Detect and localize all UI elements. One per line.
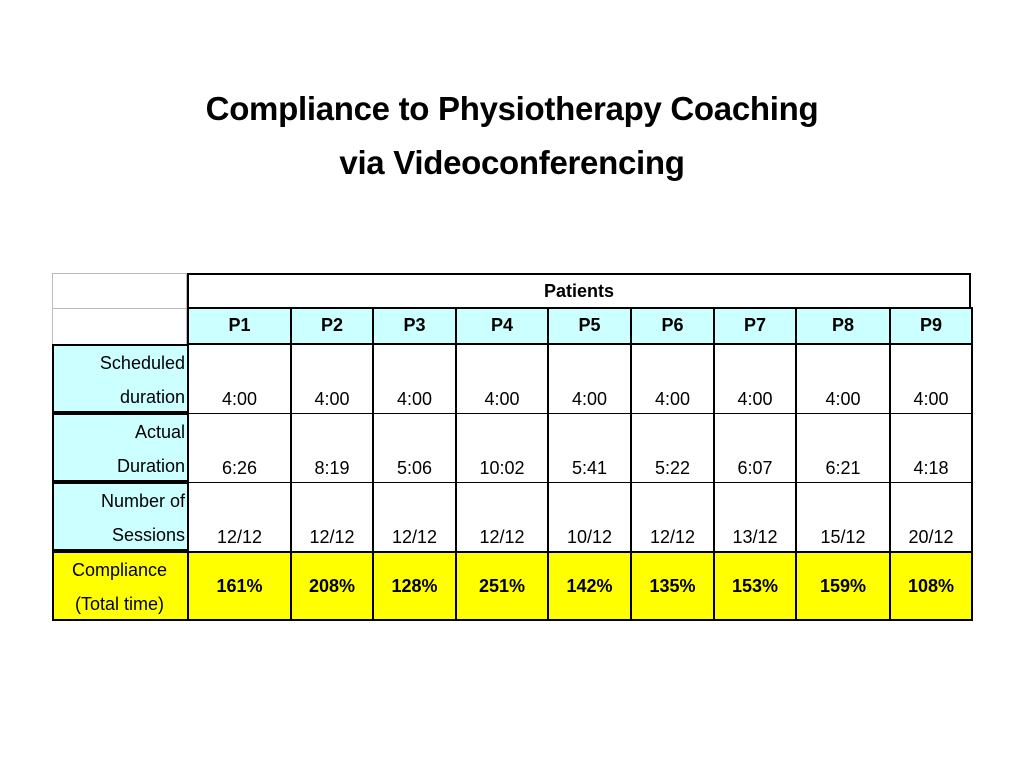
column-header: P3 <box>372 307 457 345</box>
table-cell: 13/12 <box>713 482 797 552</box>
compliance-cell: 135% <box>630 551 715 621</box>
table-cell: 6:26 <box>187 413 292 483</box>
row-label: Actual Duration <box>52 413 189 482</box>
cell-text: 4:00 <box>654 389 691 409</box>
cell-text: 4:00 <box>484 389 520 409</box>
table-cell: 4:00 <box>372 344 457 414</box>
column-header: P1 <box>187 307 292 345</box>
table-cell: 4:00 <box>713 344 797 414</box>
table-cell: 4:00 <box>547 344 632 414</box>
cell-text: 4:00 <box>314 389 350 409</box>
row-label: Scheduled duration <box>52 344 189 413</box>
cell-text: 4:00 <box>913 389 949 409</box>
cell-text: 10:02 <box>479 458 525 478</box>
row-label-line: Actual <box>134 422 185 442</box>
table-cell: 4:18 <box>889 413 973 483</box>
cell-text: 12/12 <box>216 527 263 547</box>
cell-text: 12/12 <box>309 527 355 547</box>
row-label-line: Sessions <box>111 525 185 545</box>
compliance-cell: 153% <box>713 551 797 621</box>
table-cell: 5:06 <box>372 413 457 483</box>
table-cell: 4:00 <box>630 344 715 414</box>
cell-text: 4:18 <box>913 458 949 478</box>
row-label: Number of Sessions <box>52 482 189 551</box>
table-cell: 5:22 <box>630 413 715 483</box>
compliance-cell: 142% <box>547 551 632 621</box>
table-cell: 12/12 <box>290 482 374 552</box>
table-cell: 8:19 <box>290 413 374 483</box>
column-header: P7 <box>713 307 797 345</box>
table-cell: 12/12 <box>630 482 715 552</box>
row-label-line: Compliance <box>71 560 168 580</box>
table-cell: 12/12 <box>372 482 457 552</box>
table-cell: 5:41 <box>547 413 632 483</box>
column-header: P4 <box>455 307 549 345</box>
title-line: Compliance to Physiotherapy Coaching <box>205 90 819 127</box>
table-cell: 10:02 <box>455 413 549 483</box>
cell-text: 20/12 <box>908 527 954 547</box>
cell-text: 4:00 <box>221 389 258 409</box>
column-header: P5 <box>547 307 632 345</box>
cell-text: 10/12 <box>566 527 613 547</box>
cell-text: 12/12 <box>479 527 525 547</box>
table-cell: 20/12 <box>889 482 973 552</box>
cell-text: 4:00 <box>571 389 608 409</box>
cell-text: 12/12 <box>649 527 696 547</box>
cell-text: 15/12 <box>820 527 866 547</box>
cell-text: 4:00 <box>737 389 773 409</box>
table-cell: 6:21 <box>795 413 891 483</box>
cell-text: 6:21 <box>825 458 861 478</box>
table-cell: 10/12 <box>547 482 632 552</box>
slide-title: Compliance to Physiotherapy Coaching via… <box>0 82 1024 190</box>
compliance-cell: 208% <box>290 551 374 621</box>
row-label-line: Scheduled <box>99 353 185 373</box>
table-cell: 4:00 <box>795 344 891 414</box>
compliance-cell: 159% <box>795 551 891 621</box>
empty-cell <box>52 273 187 309</box>
table-cell: 15/12 <box>795 482 891 552</box>
cell-text: 8:19 <box>314 458 350 478</box>
empty-cell <box>52 308 187 345</box>
title-line: via Videoconferencing <box>339 144 685 181</box>
cell-text: 5:22 <box>654 458 691 478</box>
row-label-line: Number of <box>100 491 185 511</box>
cell-text: 6:07 <box>737 458 773 478</box>
compliance-cell: 251% <box>455 551 549 621</box>
table-cell: 12/12 <box>187 482 292 552</box>
column-header: P2 <box>290 307 374 345</box>
compliance-cell: 108% <box>889 551 973 621</box>
table-cell: 6:07 <box>713 413 797 483</box>
row-label-line: duration <box>119 387 185 407</box>
cell-text: 4:00 <box>396 389 433 409</box>
cell-text: 6:26 <box>221 458 258 478</box>
column-header: P6 <box>630 307 715 345</box>
table-cell: 4:00 <box>290 344 374 414</box>
group-header: Patients <box>187 273 971 309</box>
cell-text: 4:00 <box>825 389 861 409</box>
column-header: P8 <box>795 307 891 345</box>
cell-text: 13/12 <box>732 527 778 547</box>
row-label-line: Duration <box>116 456 185 476</box>
compliance-cell: 128% <box>372 551 457 621</box>
cell-text: 5:06 <box>396 458 433 478</box>
table-cell: 4:00 <box>889 344 973 414</box>
compliance-cell: 161% <box>187 551 292 621</box>
row-label-line: (Total time) <box>74 594 164 614</box>
table-cell: 4:00 <box>187 344 292 414</box>
row-label: Compliance (Total time) <box>52 551 189 621</box>
table-cell: 4:00 <box>455 344 549 414</box>
table-cell: 12/12 <box>455 482 549 552</box>
cell-text: 5:41 <box>571 458 608 478</box>
cell-text: 12/12 <box>391 527 438 547</box>
column-header: P9 <box>889 307 973 345</box>
